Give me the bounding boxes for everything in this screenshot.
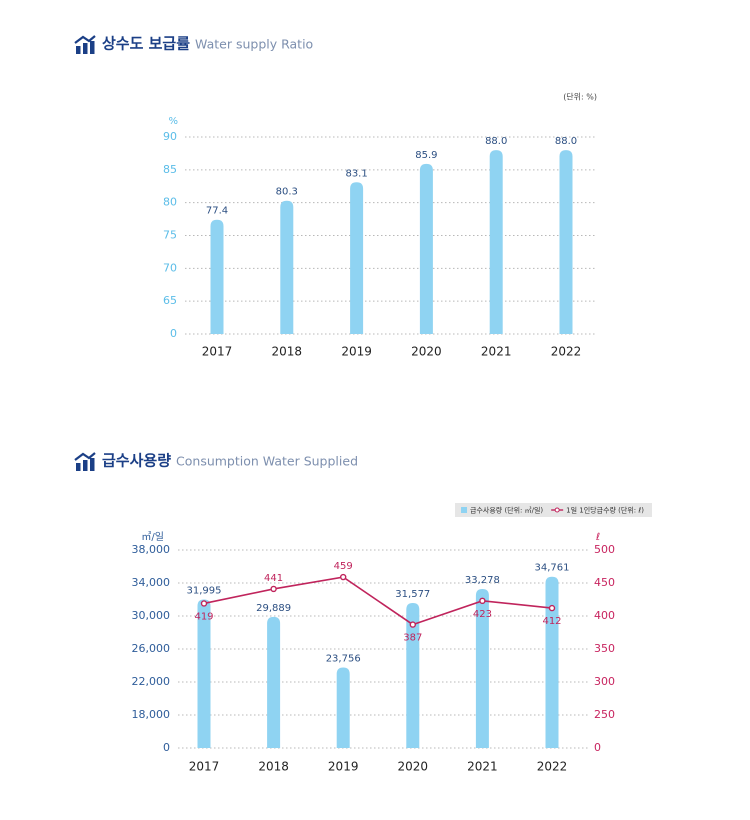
y-tick-label: 70 — [163, 261, 177, 274]
x-tick-label: 2022 — [551, 345, 582, 359]
line-value-label: 441 — [264, 573, 283, 584]
section-subtitle: Consumption Water Supplied — [176, 454, 358, 469]
x-tick-label: 2019 — [328, 760, 359, 774]
bar-value-label: 88.0 — [555, 136, 577, 147]
bar — [267, 616, 281, 748]
bar-value-label: 77.4 — [206, 206, 228, 217]
y2-tick-label: 0 — [594, 741, 601, 754]
y2-tick-label: 250 — [594, 708, 615, 721]
x-tick-label: 2017 — [189, 760, 220, 774]
unit-note: (단위: %) — [563, 92, 597, 102]
bar — [280, 200, 294, 334]
x-tick-label: 2018 — [272, 345, 303, 359]
bar-value-label: 29,889 — [256, 603, 291, 614]
x-tick-label: 2017 — [202, 345, 233, 359]
line-point — [479, 597, 486, 605]
icon-bar — [83, 460, 88, 471]
x-tick-label: 2021 — [467, 760, 498, 774]
legend-swatch — [461, 507, 468, 513]
icon-bar — [90, 458, 95, 471]
y-tick-label: 22,000 — [132, 675, 171, 688]
y2-tick-label: 450 — [594, 576, 615, 589]
x-tick-label: 2020 — [411, 345, 442, 359]
legend-item: 급수사용량 (단위: ㎥/일) — [461, 506, 543, 515]
y-tick-label: 0 — [170, 327, 177, 340]
y-tick-label: 34,000 — [132, 576, 171, 589]
line-value-label: 387 — [403, 633, 422, 644]
bar-value-label: 33,278 — [465, 575, 500, 586]
bar — [559, 150, 573, 334]
legend: 급수사용량 (단위: ㎥/일) 1일 1인당급수량 (단위: ℓ) — [455, 503, 652, 517]
x-tick-label: 2021 — [481, 345, 512, 359]
y-tick-label: 26,000 — [132, 642, 171, 655]
y-tick-label: 65 — [163, 294, 177, 307]
x-tick-label: 2019 — [341, 345, 372, 359]
legend-label: 급수사용량 (단위: ㎥/일) — [470, 506, 543, 515]
icon-roof — [74, 452, 96, 461]
bar — [336, 667, 350, 748]
legend-label: 1일 1인당급수량 (단위: ℓ) — [566, 506, 644, 515]
bar-value-label: 80.3 — [276, 187, 298, 198]
title-icon — [74, 35, 96, 54]
section-title: 상수도 보급률 — [102, 35, 190, 53]
bar-value-label: 34,761 — [535, 563, 570, 574]
y-axis-label: % — [168, 116, 178, 127]
y2-tick-label: 300 — [594, 675, 615, 688]
line-value-label: 412 — [542, 616, 561, 627]
bar — [350, 182, 364, 334]
y-tick-label: 80 — [163, 196, 177, 209]
y2-tick-label: 500 — [594, 543, 615, 556]
icon-bar — [76, 463, 81, 471]
x-tick-label: 2020 — [398, 760, 429, 774]
bar-value-label: 83.1 — [345, 168, 367, 179]
y-tick-label: 30,000 — [132, 609, 171, 622]
bar-value-label: 85.9 — [415, 150, 437, 161]
section-subtitle: Water supply Ratio — [195, 37, 313, 52]
bar-value-label: 31,577 — [395, 589, 430, 600]
line-point — [340, 573, 347, 581]
y-tick-label: 38,000 — [132, 543, 171, 556]
bar — [545, 576, 559, 748]
line-value-label: 419 — [194, 611, 213, 622]
line-value-label: 459 — [334, 561, 353, 572]
y2-tick-label: 350 — [594, 642, 615, 655]
y-tick-label: 85 — [163, 163, 177, 176]
bar — [210, 219, 224, 334]
line-point — [409, 621, 416, 628]
bar-value-label: 88.0 — [485, 136, 507, 147]
y-tick-label: 0 — [163, 741, 170, 754]
y-axis-label: ㎥/일 — [141, 530, 164, 543]
title-icon — [74, 452, 96, 471]
bar — [197, 599, 211, 748]
icon-bar — [83, 43, 88, 54]
y-tick-label: 18,000 — [132, 708, 171, 721]
x-tick-label: 2018 — [258, 760, 289, 774]
y2-axis-label: ℓ — [596, 532, 600, 543]
y-tick-label: 75 — [163, 229, 177, 242]
icon-bar — [76, 46, 81, 54]
x-tick-label: 2022 — [537, 760, 568, 774]
y2-tick-label: 400 — [594, 609, 615, 622]
line-value-label: 423 — [473, 609, 492, 620]
bar — [489, 150, 503, 334]
y-tick-label: 90 — [163, 130, 177, 143]
line-point — [270, 585, 277, 593]
line-point — [200, 600, 208, 607]
bar-value-label: 31,995 — [187, 586, 222, 597]
bar-value-label: 23,756 — [326, 654, 361, 665]
line — [203, 576, 553, 626]
icon-bar — [90, 41, 95, 54]
bar — [419, 163, 433, 334]
bar — [475, 588, 489, 748]
bar — [406, 602, 420, 748]
legend-swatch — [554, 507, 560, 513]
legend-item: 1일 1인당급수량 (단위: ℓ) — [551, 506, 644, 515]
icon-roof — [74, 35, 96, 44]
line-point — [548, 604, 556, 612]
section-title: 급수사용량 — [102, 452, 171, 470]
